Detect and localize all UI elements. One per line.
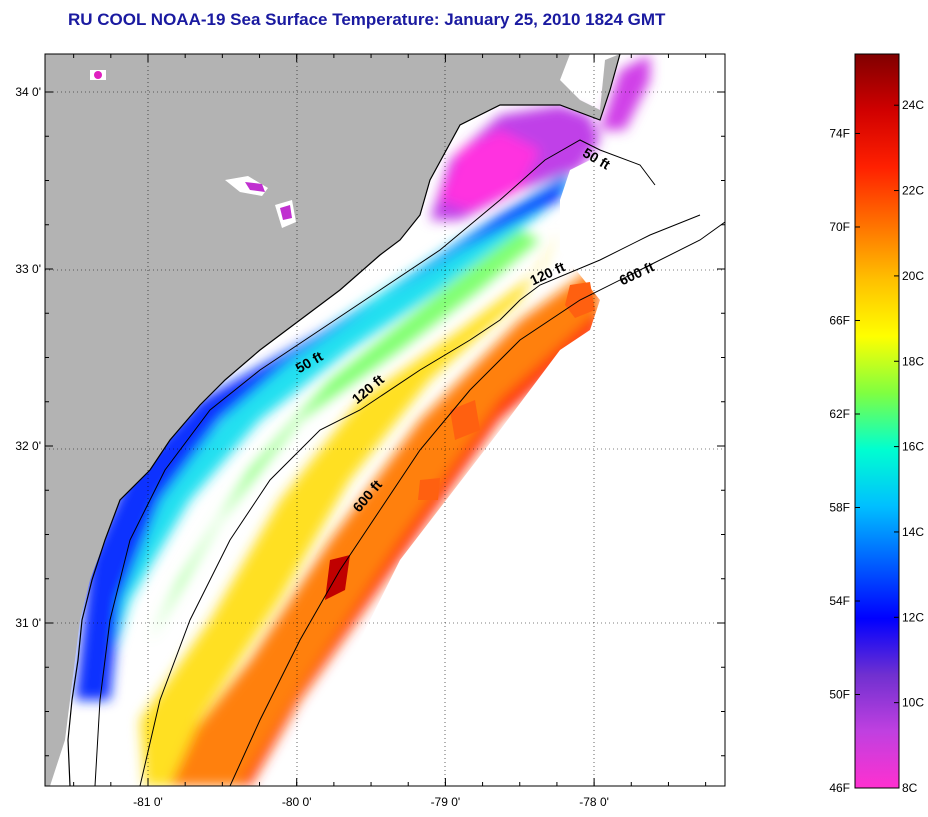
map-frame [44,53,726,787]
sst-band-blue [75,175,570,700]
colorbar-label-f: 66F [829,313,850,327]
colorbar-label-f: 58F [829,500,850,514]
sst-patch [450,400,480,440]
longitude-label: -78 0' [579,795,609,809]
latitude-label: 31 0' [15,616,41,630]
colorbar-label-f: 46F [829,781,850,795]
lake-marion [225,176,268,196]
sst-field [75,55,650,786]
no-data-region [280,150,725,786]
latitude-label: 34 0' [15,85,41,99]
colorbar-label-c: 22C [902,184,924,198]
land-mass [45,54,620,786]
sst-band-cyan [90,170,570,700]
sst-band-magenta [440,130,540,210]
longitude-label: -79 0' [431,795,461,809]
colorbar-label-c: 10C [902,696,924,710]
colorbar-label-c: 12C [902,610,924,624]
longitude-labels: -81 0' -80 0' -79 0' -78 0' [133,795,609,809]
contour-600ft [229,221,725,786]
graticule [45,54,725,786]
colorbar-label-c: 8C [902,781,918,795]
colorbar-label-c: 14C [902,525,924,539]
sst-band-orange [150,270,600,786]
sst-patch [325,555,350,600]
colorbar-label-c: 18C [902,354,924,368]
coastline [67,54,621,786]
lake-marion [245,182,265,192]
sst-band-green [150,230,540,640]
latitude-label: 33 0' [15,262,41,276]
sst-patch [418,478,440,500]
inland-lake [94,71,102,79]
axis-ticks [45,54,725,786]
map-title: RU COOL NOAA-19 Sea Surface Temperature:… [68,10,666,29]
colorbar-labels: 74F 70F 66F 62F 58F 54F 50F 46F 24C 22C 20C 18C 16C 1… [829,98,924,795]
colorbar-label-c: 24C [902,98,924,112]
colorbar-label-c: 16C [902,440,924,454]
colorbar-label-f: 62F [829,407,850,421]
colorbar-label-f: 74F [829,126,850,140]
longitude-label: -81 0' [133,795,163,809]
depth-contours [94,139,725,786]
contour-50ft [94,139,656,786]
colorbar-label-f: 54F [829,594,850,608]
colorbar-scale [854,53,900,789]
temperature-colorbar: 74F 70F 66F 62F 58F 54F 50F 46F 24C 22C 20C 18C 16C 1… [829,53,924,795]
colorbar-label-c: 20C [902,269,924,283]
latitude-labels: 34 0' 33 0' 32 0' 31 0' [15,85,41,630]
sst-band-yellow [140,230,560,786]
colorbar-label-f: 50F [829,687,850,701]
sst-band-pamlico [600,55,650,130]
latitude-label: 32 0' [15,439,41,453]
colorbar-label-f: 70F [829,220,850,234]
longitude-label: -80 0' [282,795,312,809]
contour-120ft [139,214,701,786]
lake-moultrie [280,205,292,220]
